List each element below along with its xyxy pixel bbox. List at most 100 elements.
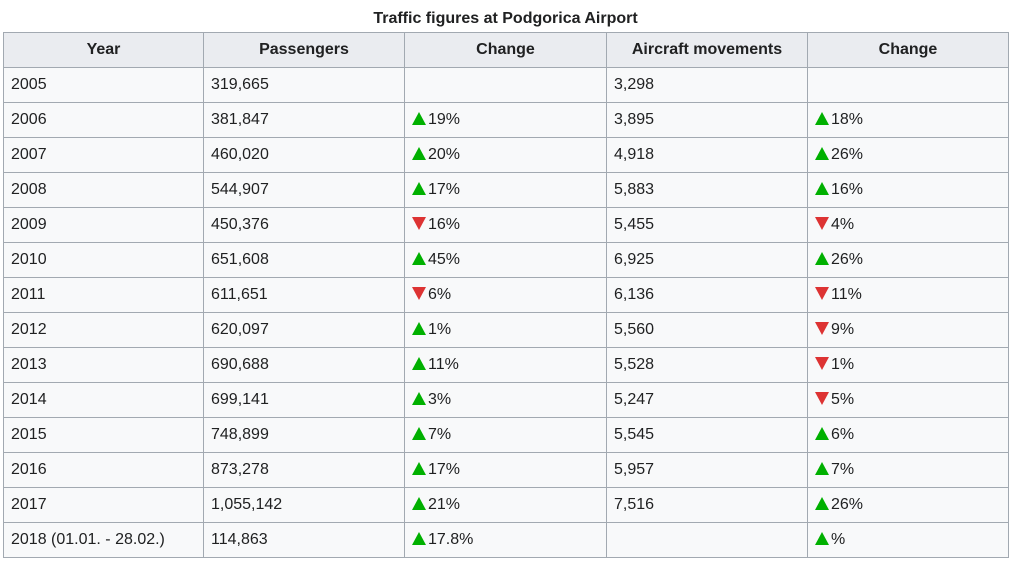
year-cell: 2018 (01.01. - 28.02.) [3, 522, 204, 558]
year-cell: 2012 [3, 312, 204, 348]
year-cell: 2014 [3, 382, 204, 418]
change-value: 6% [428, 286, 452, 303]
aircraft-movements-cell [606, 522, 808, 558]
year-cell: 2008 [3, 172, 204, 208]
passenger-change-cell: 7% [404, 417, 607, 453]
traffic-table-container: Traffic figures at Podgorica Airport Yea… [3, 6, 1009, 558]
increase-arrow-icon [412, 357, 426, 371]
table-row: 2005 319,665 3,298 [3, 67, 1009, 103]
passengers-cell: 319,665 [203, 67, 405, 103]
change-value: 45% [428, 251, 461, 268]
aircraft-change-cell: 7% [807, 452, 1009, 488]
aircraft-movements-cell: 5,247 [606, 382, 808, 418]
increase-arrow-icon [815, 182, 829, 196]
aircraft-change-cell: 6% [807, 417, 1009, 453]
increase-arrow-icon [815, 112, 829, 126]
change-value: 16% [831, 181, 864, 198]
passenger-change-cell: 21% [404, 487, 607, 523]
increase-arrow-icon [815, 532, 829, 546]
year-cell: 2015 [3, 417, 204, 453]
header-year: Year [3, 32, 204, 68]
table-row: 2010 651,608 45% 6,925 26% [3, 242, 1009, 278]
table-row: 2012 620,097 1% 5,560 9% [3, 312, 1009, 348]
aircraft-change-cell: % [807, 522, 1009, 558]
passengers-cell: 460,020 [203, 137, 405, 173]
passenger-change-cell: 17% [404, 172, 607, 208]
aircraft-movements-cell: 6,136 [606, 277, 808, 313]
passenger-change-cell: 45% [404, 242, 607, 278]
passenger-change-cell [404, 67, 607, 103]
change-value: 17.8% [428, 531, 474, 548]
passenger-change-cell: 20% [404, 137, 607, 173]
passenger-change-cell: 1% [404, 312, 607, 348]
passengers-cell: 690,688 [203, 347, 405, 383]
change-value: 11% [428, 356, 459, 373]
decrease-arrow-icon [412, 217, 426, 231]
change-value: 7% [831, 461, 855, 478]
year-cell: 2007 [3, 137, 204, 173]
increase-arrow-icon [412, 252, 426, 266]
change-value: 26% [831, 496, 864, 513]
change-value: 21% [428, 496, 461, 513]
year-cell: 2006 [3, 102, 204, 138]
aircraft-change-cell: 26% [807, 242, 1009, 278]
table-row: 2007 460,020 20% 4,918 26% [3, 137, 1009, 173]
change-value: 9% [831, 321, 855, 338]
year-cell: 2009 [3, 207, 204, 243]
table-caption: Traffic figures at Podgorica Airport [373, 10, 638, 27]
aircraft-change-cell: 26% [807, 137, 1009, 173]
change-value: 11% [831, 286, 862, 303]
increase-arrow-icon [412, 182, 426, 196]
passengers-cell: 1,055,142 [203, 487, 405, 523]
year-cell: 2016 [3, 452, 204, 488]
increase-arrow-icon [412, 427, 426, 441]
table-row: 2013 690,688 11% 5,528 1% [3, 347, 1009, 383]
change-value: 19% [428, 111, 461, 128]
header-passengers: Passengers [203, 32, 405, 68]
passenger-change-cell: 19% [404, 102, 607, 138]
aircraft-change-cell: 4% [807, 207, 1009, 243]
aircraft-movements-cell: 5,560 [606, 312, 808, 348]
table-row: 2009 450,376 16% 5,455 4% [3, 207, 1009, 243]
passenger-change-cell: 16% [404, 207, 607, 243]
aircraft-change-cell [807, 67, 1009, 103]
table-row: 2014 699,141 3% 5,247 5% [3, 382, 1009, 418]
table-row: 2018 (01.01. - 28.02.) 114,863 17.8%% [3, 522, 1009, 558]
year-cell: 2017 [3, 487, 204, 523]
table-row: 2011 611,651 6% 6,136 11% [3, 277, 1009, 313]
aircraft-change-cell: 16% [807, 172, 1009, 208]
passenger-change-cell: 3% [404, 382, 607, 418]
passenger-change-cell: 6% [404, 277, 607, 313]
decrease-arrow-icon [815, 322, 829, 336]
decrease-arrow-icon [815, 357, 829, 371]
year-cell: 2013 [3, 347, 204, 383]
change-value: 18% [831, 111, 864, 128]
change-value: 1% [428, 321, 452, 338]
table-row: 2016 873,278 17% 5,957 7% [3, 452, 1009, 488]
traffic-table: Year Passengers Change Aircraft movement… [3, 32, 1009, 558]
increase-arrow-icon [815, 497, 829, 511]
increase-arrow-icon [815, 252, 829, 266]
header-aircraft-movements: Aircraft movements [606, 32, 808, 68]
passengers-cell: 114,863 [203, 522, 405, 558]
aircraft-movements-cell: 5,883 [606, 172, 808, 208]
header-row: Year Passengers Change Aircraft movement… [3, 32, 1009, 68]
aircraft-movements-cell: 3,895 [606, 102, 808, 138]
increase-arrow-icon [412, 532, 426, 546]
increase-arrow-icon [412, 462, 426, 476]
passengers-cell: 873,278 [203, 452, 405, 488]
increase-arrow-icon [412, 112, 426, 126]
aircraft-change-cell: 18% [807, 102, 1009, 138]
header-aircraft-change: Change [807, 32, 1009, 68]
aircraft-change-cell: 5% [807, 382, 1009, 418]
passengers-cell: 620,097 [203, 312, 405, 348]
aircraft-movements-cell: 7,516 [606, 487, 808, 523]
aircraft-movements-cell: 5,957 [606, 452, 808, 488]
decrease-arrow-icon [815, 287, 829, 301]
increase-arrow-icon [815, 147, 829, 161]
aircraft-movements-cell: 5,545 [606, 417, 808, 453]
passengers-cell: 381,847 [203, 102, 405, 138]
change-value: 17% [428, 461, 461, 478]
change-value: 26% [831, 251, 864, 268]
table-row: 2006 381,847 19% 3,895 18% [3, 102, 1009, 138]
